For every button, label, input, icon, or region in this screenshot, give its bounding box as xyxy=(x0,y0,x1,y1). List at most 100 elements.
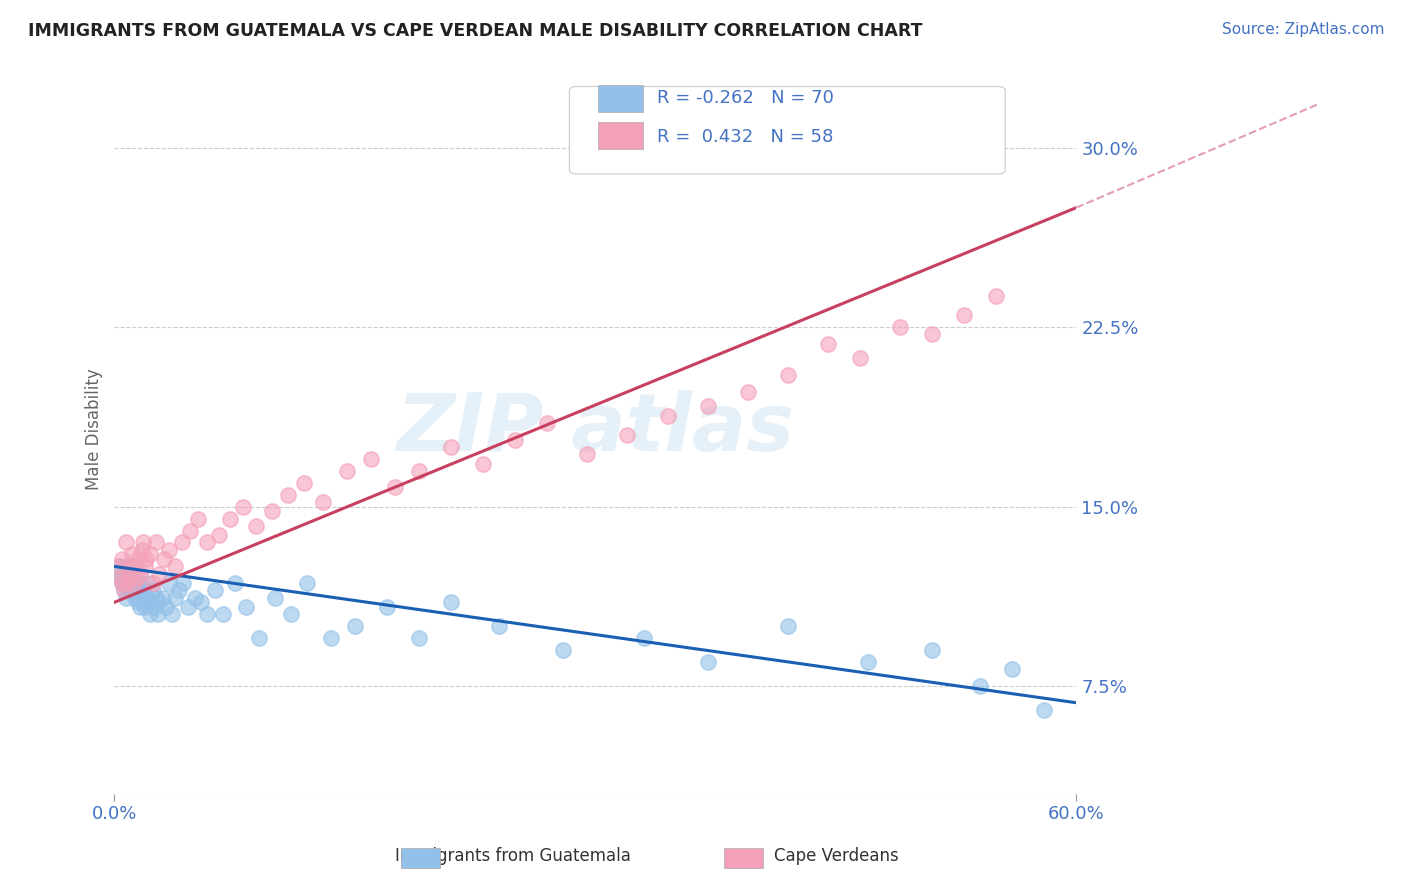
Point xyxy=(129,576,152,591)
Point xyxy=(127,552,149,566)
Point xyxy=(115,559,138,574)
Point xyxy=(1001,662,1024,676)
Point xyxy=(190,595,212,609)
Point xyxy=(114,571,136,585)
Point xyxy=(277,488,299,502)
Point xyxy=(160,607,183,622)
Point xyxy=(737,384,759,399)
Point xyxy=(921,643,943,657)
Point xyxy=(197,607,219,622)
Point xyxy=(122,576,145,591)
Point xyxy=(503,433,526,447)
Point xyxy=(120,566,142,581)
Point xyxy=(319,631,342,645)
Point xyxy=(179,524,201,538)
Point xyxy=(141,595,163,609)
Y-axis label: Male Disability: Male Disability xyxy=(86,368,103,490)
Point xyxy=(114,591,136,605)
Point xyxy=(122,576,145,591)
Point xyxy=(204,583,226,598)
Point xyxy=(696,655,718,669)
Point xyxy=(118,559,141,574)
Point xyxy=(157,576,180,591)
Point xyxy=(136,576,159,591)
Point xyxy=(263,591,285,605)
Point xyxy=(115,576,138,591)
Point xyxy=(121,566,143,581)
Point xyxy=(129,566,152,581)
Point xyxy=(124,591,146,605)
Point xyxy=(856,655,879,669)
Point xyxy=(553,643,575,657)
Point xyxy=(132,583,155,598)
Point xyxy=(146,607,169,622)
Point xyxy=(183,591,205,605)
Point xyxy=(343,619,366,633)
Point xyxy=(120,571,142,585)
Point xyxy=(124,583,146,598)
Point xyxy=(247,631,270,645)
Point xyxy=(167,583,190,598)
Point xyxy=(440,440,463,454)
Point xyxy=(776,368,799,382)
Point xyxy=(889,320,911,334)
Point xyxy=(921,327,943,342)
Point xyxy=(118,583,141,598)
Point xyxy=(849,351,872,366)
Point xyxy=(633,631,655,645)
Point xyxy=(280,607,302,622)
Point xyxy=(177,600,200,615)
Point xyxy=(657,409,679,423)
Point xyxy=(111,566,134,581)
Point xyxy=(134,600,156,615)
Point xyxy=(408,464,430,478)
Point xyxy=(148,566,170,581)
Point xyxy=(218,511,240,525)
Point xyxy=(131,542,153,557)
Point xyxy=(132,595,155,609)
Text: Source: ZipAtlas.com: Source: ZipAtlas.com xyxy=(1222,22,1385,37)
Point xyxy=(292,475,315,490)
Point xyxy=(165,591,187,605)
Point xyxy=(155,600,177,615)
Point xyxy=(125,576,148,591)
Point xyxy=(472,457,495,471)
Point xyxy=(111,552,134,566)
Point xyxy=(131,591,153,605)
Point xyxy=(260,504,283,518)
Point xyxy=(135,552,157,566)
Point xyxy=(696,399,718,413)
Point xyxy=(536,416,558,430)
Point xyxy=(142,576,165,591)
Point xyxy=(129,600,152,615)
Point xyxy=(114,535,136,549)
Point xyxy=(408,631,430,645)
Point xyxy=(170,535,193,549)
Point xyxy=(488,619,510,633)
Point xyxy=(312,495,335,509)
Point xyxy=(121,583,143,598)
Point xyxy=(138,548,160,562)
Point xyxy=(187,511,209,525)
Point xyxy=(145,535,167,549)
Point xyxy=(165,559,187,574)
Point xyxy=(616,427,638,442)
Point xyxy=(145,591,167,605)
Point xyxy=(152,591,174,605)
Point xyxy=(157,542,180,557)
Point xyxy=(235,600,257,615)
Point xyxy=(224,576,246,591)
Point xyxy=(122,571,145,585)
Point xyxy=(143,600,166,615)
Point xyxy=(295,576,318,591)
Point xyxy=(1033,703,1056,717)
Point xyxy=(115,576,138,591)
Point xyxy=(142,583,165,598)
Point xyxy=(207,528,229,542)
Point xyxy=(969,679,991,693)
Point xyxy=(112,583,135,598)
Point xyxy=(148,595,170,609)
Point xyxy=(953,308,976,322)
Point xyxy=(576,447,599,461)
Point xyxy=(108,559,131,574)
